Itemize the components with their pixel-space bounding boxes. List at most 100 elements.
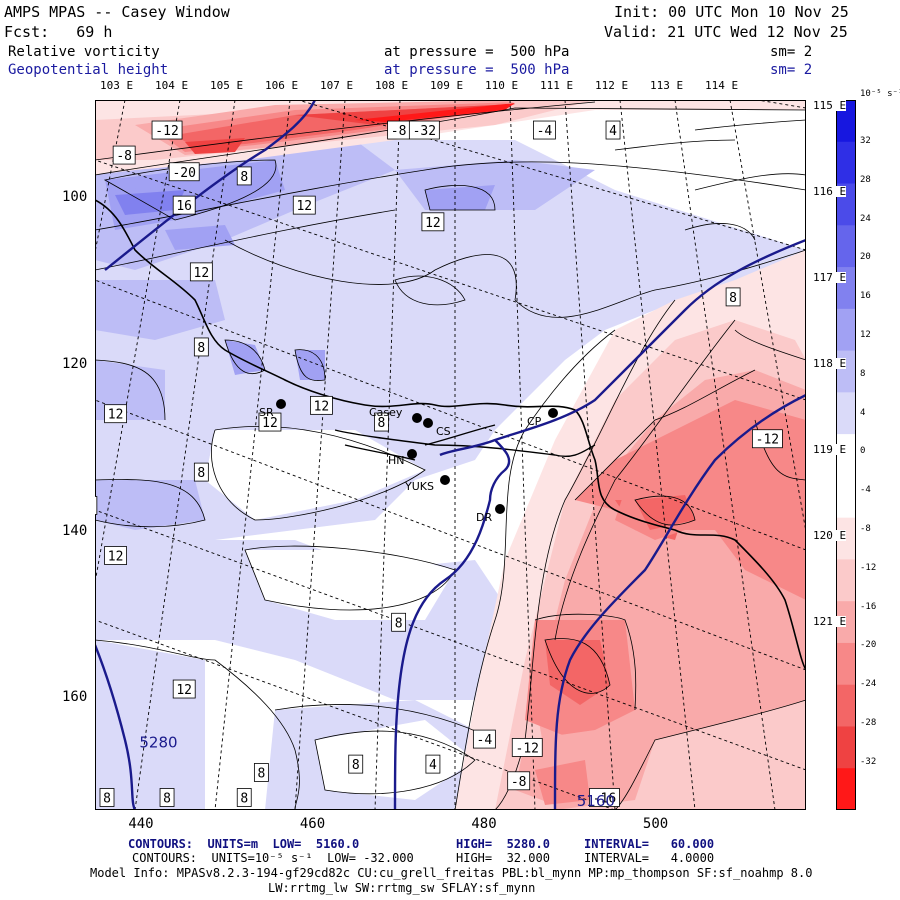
colorbar-tick-label: -20: [860, 640, 877, 651]
model-title: AMPS MPAS -- Casey Window: [4, 3, 230, 21]
field2-name: Geopotential height: [8, 62, 169, 78]
contour-label: 8: [236, 166, 252, 186]
colorbar-tick-label: 24: [860, 213, 871, 224]
svg-text:-12: -12: [756, 433, 779, 448]
station-dots: [276, 399, 558, 514]
colorbar-tick-label: -28: [860, 718, 877, 728]
contour-label: 8: [99, 788, 115, 807]
contour-label: 12: [421, 212, 445, 232]
top-longitude-label: 105 E: [210, 79, 244, 92]
contour-label: 4: [605, 120, 621, 140]
footer-model-physics: LW:rrtmg_lw SW:rrtmg_sw SFLAY:sf_mynn: [268, 881, 536, 895]
geopotential-height-contours: [95, 100, 806, 810]
svg-text:8: 8: [729, 291, 737, 306]
right-longitude-label: 120 E: [813, 529, 847, 542]
y-tick-label: 140: [62, 522, 88, 539]
right-longitude-label: 116 E: [813, 185, 847, 198]
station-label: SR: [259, 406, 274, 419]
contour-label: 8: [236, 788, 252, 807]
svg-text:12: 12: [108, 550, 124, 565]
svg-text:-12: -12: [155, 124, 178, 139]
height-contour-label: 5280: [139, 733, 177, 751]
contour-label: -12: [752, 429, 783, 449]
station-label: CP: [527, 415, 542, 428]
top-longitude-label: 111 E: [540, 79, 574, 92]
contour-label: -4: [472, 729, 496, 749]
colorbar-tick-label: 32: [860, 136, 871, 146]
svg-text:12: 12: [108, 408, 124, 423]
top-longitude-label: 110 E: [485, 79, 519, 92]
map-frame: [95, 100, 806, 810]
field1-smooth: sm= 2: [770, 44, 813, 60]
footer-model-info: Model Info: MPASv8.2.3-194-gf29cd82c CU:…: [90, 866, 813, 880]
station-label: HN: [388, 454, 405, 467]
svg-text:8: 8: [163, 791, 171, 806]
colorbar-swatch: [836, 642, 856, 686]
svg-text:8: 8: [352, 758, 360, 773]
station-label: YUKS: [404, 480, 434, 493]
svg-text:-8: -8: [116, 149, 132, 164]
contour-label: 8: [374, 412, 389, 432]
contour-label: -12: [511, 738, 543, 757]
contour-label: 12: [104, 546, 127, 565]
footer-height-interval: INTERVAL= 60.000: [584, 837, 715, 851]
colorbar-tick-label: -24: [860, 679, 877, 690]
colorbar-tick-label: 0: [860, 446, 866, 457]
contour-label: 8: [725, 287, 741, 307]
station-label: Casey: [369, 406, 403, 419]
colorbar-tick-label: 20: [860, 252, 871, 263]
right-longitude-label: 121 E: [813, 615, 847, 628]
valid-time: Valid: 21 UTC Wed 12 Nov 25: [604, 23, 848, 41]
contour-label: -4: [533, 120, 556, 140]
contour-label: 8: [193, 337, 209, 357]
top-longitude-label: 103 E: [100, 79, 134, 92]
forecast-hour: Fcst: 69 h: [4, 23, 113, 41]
svg-text:8: 8: [197, 466, 205, 481]
colorbar-tick-label: -4: [860, 485, 871, 496]
init-time: Init: 00 UTC Mon 10 Nov 25: [614, 3, 849, 21]
top-longitude-label: 104 E: [155, 79, 189, 92]
x-tick-label: 500: [642, 816, 669, 832]
right-longitude-label: 118 E: [813, 357, 847, 370]
contour-label: 16: [172, 195, 196, 215]
field2-smooth: sm= 2: [770, 62, 813, 78]
contour-label: -8: [387, 120, 411, 140]
top-longitude-label: 114 E: [705, 79, 739, 92]
svg-text:-12: -12: [516, 741, 539, 756]
svg-text:8: 8: [103, 791, 111, 806]
svg-text:-20: -20: [172, 166, 195, 181]
top-longitude-label: 109 E: [430, 79, 464, 92]
colorbar-tick-label: 28: [860, 174, 871, 185]
svg-text:8: 8: [240, 170, 248, 185]
contour-label: -12: [151, 120, 183, 140]
colorbar-swatch: [836, 726, 856, 769]
footer-vorticity-interval: INTERVAL= 4.0000: [584, 851, 715, 865]
svg-text:8: 8: [257, 766, 265, 781]
svg-text:-4: -4: [477, 733, 493, 748]
y-tick-label: 160: [62, 689, 88, 706]
field1-name: Relative vorticity: [8, 44, 160, 60]
svg-text:12: 12: [176, 683, 192, 698]
colorbar-swatch: [836, 308, 856, 352]
colorbar-tick-label: -32: [860, 756, 877, 767]
field2-level: at pressure = 500 hPa: [384, 62, 570, 78]
top-longitude-label: 112 E: [595, 79, 629, 92]
y-tick-label: 100: [62, 188, 88, 205]
colorbar-tick-label: -8: [860, 524, 871, 534]
colorbar-swatch: [836, 141, 856, 185]
height-contour-label: 5160: [577, 792, 615, 810]
right-longitude-label: 119 E: [813, 443, 847, 456]
top-longitude-label: 113 E: [650, 79, 684, 92]
top-longitude-label: 107 E: [320, 79, 354, 92]
colorbar-swatch: [836, 392, 856, 435]
contour-label: 8: [95, 496, 98, 515]
colorbar-tick-label: 4: [860, 407, 866, 418]
svg-text:8: 8: [197, 341, 205, 356]
svg-text:12: 12: [262, 416, 278, 431]
footer-vorticity-contours: CONTOURS: UNITS=10⁻⁵ s⁻¹ LOW= -32.000: [132, 851, 414, 865]
field1-level: at pressure = 500 hPa: [384, 44, 570, 60]
top-longitude-label: 108 E: [375, 79, 409, 92]
footer-vorticity-high: HIGH= 32.000: [456, 851, 550, 865]
svg-text:12: 12: [194, 266, 210, 281]
svg-text:8: 8: [240, 791, 248, 806]
